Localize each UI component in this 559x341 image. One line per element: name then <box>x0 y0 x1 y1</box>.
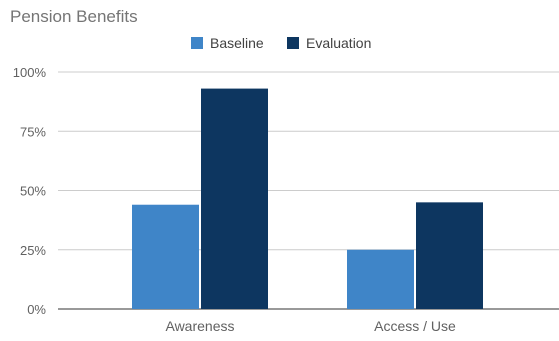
legend-swatch-evaluation <box>287 37 299 49</box>
bar-evaluation-1 <box>416 202 483 309</box>
y-tick-label: 75% <box>20 124 46 139</box>
x-tick-label: Awareness <box>165 318 234 334</box>
y-tick-label: 0% <box>27 302 46 317</box>
bars <box>132 88 483 309</box>
bar-baseline-0 <box>132 204 199 309</box>
x-axis: Awareness Access / Use <box>165 318 456 334</box>
y-tick-label: 25% <box>20 243 46 258</box>
legend: Baseline Evaluation <box>191 35 371 51</box>
y-tick-label: 50% <box>20 184 46 199</box>
x-tick-label: Access / Use <box>374 318 456 334</box>
legend-label-baseline: Baseline <box>210 35 264 51</box>
y-axis: 0% 25% 50% 75% 100% <box>13 65 47 317</box>
bar-evaluation-0 <box>201 88 268 309</box>
chart-title: Pension Benefits <box>10 7 138 26</box>
bar-baseline-1 <box>347 249 414 309</box>
y-tick-label: 100% <box>13 65 47 80</box>
legend-label-evaluation: Evaluation <box>306 35 371 51</box>
legend-swatch-baseline <box>191 37 203 49</box>
